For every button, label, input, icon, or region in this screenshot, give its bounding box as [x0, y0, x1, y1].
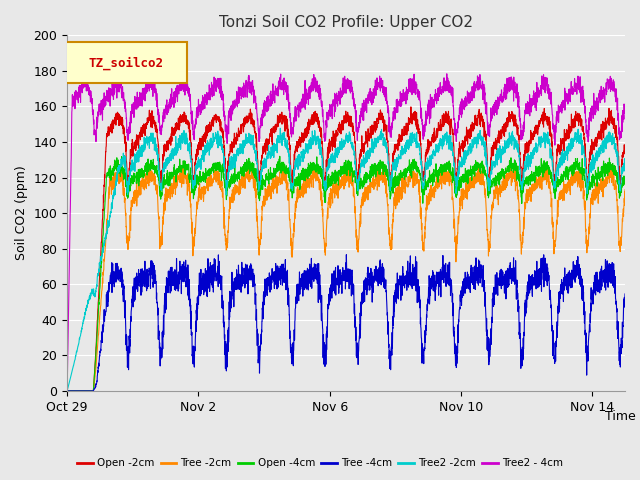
- Text: TZ_soilco2: TZ_soilco2: [88, 56, 163, 70]
- Title: Tonzi Soil CO2 Profile: Upper CO2: Tonzi Soil CO2 Profile: Upper CO2: [219, 15, 473, 30]
- X-axis label: Time: Time: [605, 410, 636, 423]
- FancyBboxPatch shape: [65, 42, 187, 84]
- Legend: Open -2cm, Tree -2cm, Open -4cm, Tree -4cm, Tree2 -2cm, Tree2 - 4cm: Open -2cm, Tree -2cm, Open -4cm, Tree -4…: [73, 454, 567, 472]
- Y-axis label: Soil CO2 (ppm): Soil CO2 (ppm): [15, 166, 28, 261]
